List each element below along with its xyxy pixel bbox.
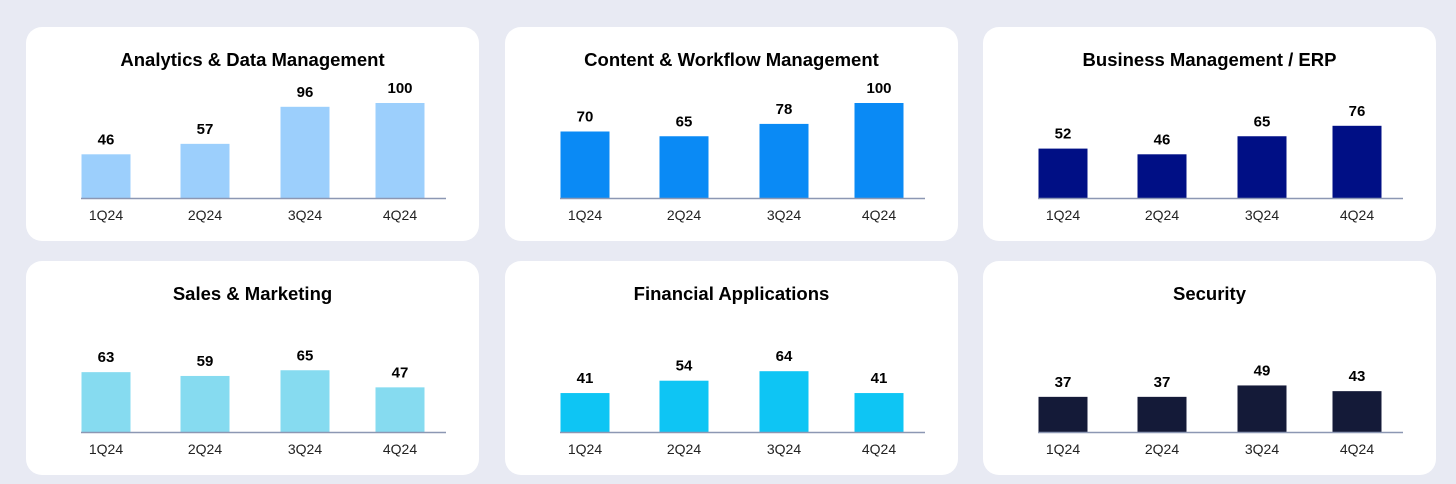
- bar-chart: 37 37 49 43 1Q24 2Q24 3Q24 4Q24: [1038, 362, 1403, 457]
- data-label: 54: [676, 358, 693, 375]
- bar: [1038, 148, 1088, 198]
- data-label: 41: [577, 370, 594, 387]
- data-label: 64: [776, 348, 793, 365]
- chart-card-financial-apps: Financial Applications 41 54 64 41 1Q24 2Q24 3…: [505, 261, 958, 475]
- x-tick-label: 2Q24: [188, 207, 222, 223]
- bar: [180, 375, 230, 432]
- x-tick-label: 3Q24: [767, 207, 801, 223]
- x-tick-label: 4Q24: [1340, 207, 1374, 223]
- data-label: 65: [297, 347, 314, 364]
- chart-card-security: Security 37 37 49 43 1Q24 2Q24 3Q24 4Q24: [983, 261, 1436, 475]
- bar: [560, 393, 610, 432]
- chart-card-sales-marketing: Sales & Marketing 63 59 65 47 1Q24 2Q24 3Q24 4Q…: [26, 261, 479, 475]
- bar: [375, 387, 425, 432]
- bar: [1038, 396, 1088, 432]
- data-label: 100: [387, 80, 412, 97]
- bar: [759, 123, 809, 198]
- data-label: 41: [871, 370, 888, 387]
- x-tick-label: 2Q24: [188, 441, 222, 457]
- data-label: 70: [577, 109, 594, 126]
- chart-title: Content & Workflow Management: [584, 49, 879, 70]
- chart-card-analytics: Analytics & Data Management 46 57 96 100 1Q2…: [26, 27, 479, 241]
- chart-title: Business Management / ERP: [1082, 49, 1337, 70]
- bar: [1137, 154, 1187, 198]
- x-tick-label: 3Q24: [288, 441, 322, 457]
- bar: [659, 136, 709, 198]
- bar: [81, 154, 131, 198]
- chart-title: Analytics & Data Management: [120, 49, 385, 70]
- chart-card-content-workflow: Content & Workflow Management 70 65 78 100 1…: [505, 27, 958, 241]
- bar-chart: 70 65 78 100 1Q24 2Q24 3Q24 4Q24: [560, 80, 925, 223]
- bar: [1237, 136, 1287, 198]
- bar-chart: 41 54 64 41 1Q24 2Q24 3Q24 4Q24: [560, 348, 925, 457]
- x-tick-label: 2Q24: [1145, 441, 1179, 457]
- bar: [854, 393, 904, 432]
- x-tick-label: 3Q24: [1245, 441, 1279, 457]
- data-label: 63: [98, 349, 115, 366]
- bar: [1137, 396, 1187, 432]
- x-tick-label: 4Q24: [383, 207, 417, 223]
- data-label: 96: [297, 84, 314, 101]
- x-tick-label: 4Q24: [383, 441, 417, 457]
- data-label: 37: [1055, 374, 1072, 391]
- chart-card-business-erp: Business Management / ERP 52 46 65 76 1Q24 2Q…: [983, 27, 1436, 241]
- x-tick-label: 1Q24: [1046, 207, 1080, 223]
- bar-chart: 63 59 65 47 1Q24 2Q24 3Q24 4Q24: [81, 347, 446, 457]
- bar: [375, 103, 425, 198]
- x-tick-label: 3Q24: [767, 441, 801, 457]
- bar: [659, 380, 709, 432]
- bar: [280, 370, 330, 432]
- x-tick-label: 1Q24: [89, 207, 123, 223]
- bar: [560, 131, 610, 198]
- x-tick-label: 4Q24: [862, 441, 896, 457]
- x-tick-label: 2Q24: [1145, 207, 1179, 223]
- data-label: 37: [1154, 374, 1171, 391]
- data-label: 52: [1055, 126, 1072, 143]
- data-label: 78: [776, 101, 793, 118]
- data-label: 100: [866, 80, 891, 97]
- chart-title: Security: [1172, 283, 1246, 304]
- x-tick-label: 4Q24: [1340, 441, 1374, 457]
- data-label: 46: [1154, 131, 1171, 148]
- x-tick-label: 3Q24: [288, 207, 322, 223]
- data-label: 43: [1349, 368, 1366, 385]
- data-label: 57: [197, 121, 214, 138]
- data-label: 65: [676, 113, 693, 130]
- bar: [81, 372, 131, 432]
- data-label: 49: [1254, 362, 1271, 379]
- bar: [1237, 385, 1287, 432]
- bar: [180, 143, 230, 198]
- bar: [854, 103, 904, 198]
- chart-title: Sales & Marketing: [172, 283, 333, 304]
- bar-chart: 52 46 65 76 1Q24 2Q24 3Q24 4Q24: [1038, 103, 1403, 223]
- x-tick-label: 3Q24: [1245, 207, 1279, 223]
- bar: [280, 106, 330, 198]
- bar-chart: 46 57 96 100 1Q24 2Q24 3Q24 4Q24: [81, 80, 446, 223]
- bar: [1332, 125, 1382, 198]
- chart-title: Financial Applications: [633, 283, 830, 304]
- x-tick-label: 1Q24: [89, 441, 123, 457]
- x-tick-label: 1Q24: [568, 207, 602, 223]
- bar: [759, 371, 809, 432]
- data-label: 65: [1254, 113, 1271, 130]
- x-tick-label: 1Q24: [1046, 441, 1080, 457]
- data-label: 76: [1349, 103, 1366, 120]
- data-label: 46: [98, 131, 115, 148]
- data-label: 47: [392, 364, 409, 381]
- x-tick-label: 4Q24: [862, 207, 896, 223]
- x-tick-label: 1Q24: [568, 441, 602, 457]
- data-label: 59: [197, 353, 214, 370]
- x-tick-label: 2Q24: [667, 441, 701, 457]
- bar: [1332, 391, 1382, 432]
- x-tick-label: 2Q24: [667, 207, 701, 223]
